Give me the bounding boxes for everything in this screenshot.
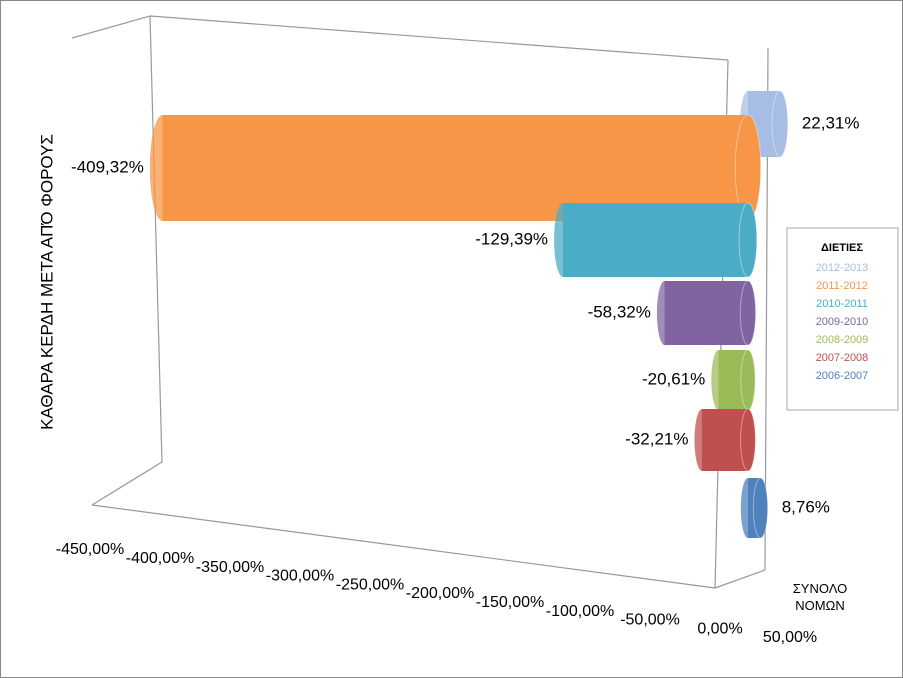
legend-title: ΔΙΕΤΙΕΣ bbox=[821, 242, 863, 254]
bar bbox=[701, 409, 748, 471]
x-tick-label: -300,00% bbox=[266, 568, 335, 585]
bar-cap bbox=[694, 409, 710, 471]
legend-entry: 2007-2008 bbox=[816, 352, 869, 364]
bar-cap bbox=[752, 477, 769, 539]
bar-cap bbox=[554, 203, 572, 277]
value-label: -58,32% bbox=[588, 302, 651, 321]
value-label: -129,39% bbox=[475, 229, 548, 248]
bar-cap bbox=[711, 350, 726, 410]
value-label: 22,31% bbox=[802, 113, 860, 132]
value-label: -409,32% bbox=[71, 157, 144, 176]
value-label: -32,21% bbox=[625, 429, 688, 448]
y-axis-title: ΚΑΘΑΡΑ ΚΕΡΔΗ ΜΕΤΑ ΑΠΌ ΦΟΡΟΥΣ bbox=[37, 134, 56, 430]
value-label: -20,61% bbox=[642, 369, 705, 388]
x-tick-label: -50,00% bbox=[620, 612, 680, 629]
x-tick-label: -250,00% bbox=[336, 576, 405, 593]
bar-cap bbox=[738, 202, 758, 278]
walls bbox=[71, 15, 769, 589]
bar-cap bbox=[149, 115, 176, 221]
legend-box bbox=[786, 227, 899, 411]
legend-entry: 2006-2007 bbox=[816, 370, 869, 382]
legend-entry: 2011-2012 bbox=[816, 280, 868, 292]
x-tick-label: -350,00% bbox=[196, 559, 265, 576]
category-label: ΣΥΝΟΛΟ ΝΟΜΩΝ bbox=[792, 581, 848, 613]
x-tick-label: -200,00% bbox=[406, 585, 475, 602]
bar bbox=[562, 203, 748, 277]
x-tick-label: 0,00% bbox=[697, 620, 742, 637]
bar-cap bbox=[740, 408, 756, 472]
value-label: 8,76% bbox=[782, 497, 830, 516]
legend-entry: 2008-2009 bbox=[816, 334, 869, 346]
bar-cap bbox=[740, 478, 756, 538]
bar-cap bbox=[656, 281, 673, 345]
legend-entry: 2009-2010 bbox=[816, 316, 869, 328]
x-tick-label: -100,00% bbox=[546, 603, 615, 620]
x-tick-label: -150,00% bbox=[476, 594, 545, 611]
bar-cap bbox=[739, 280, 757, 346]
x-tick-label: -450,00% bbox=[56, 541, 125, 558]
bar bbox=[664, 281, 748, 345]
x-tick-label: -400,00% bbox=[126, 550, 195, 567]
legend-entry: 2012-2013 bbox=[816, 262, 869, 274]
x-tick-label: 50,00% bbox=[763, 629, 817, 646]
legend-entry: 2010-2011 bbox=[816, 298, 868, 310]
bar-cap bbox=[740, 349, 756, 411]
bar-cap bbox=[771, 90, 789, 158]
